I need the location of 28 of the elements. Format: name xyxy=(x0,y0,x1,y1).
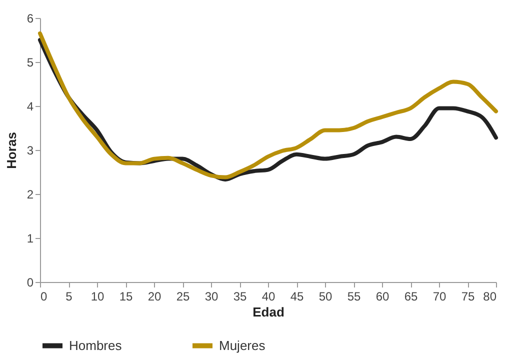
x-tick-label: 60 xyxy=(376,290,390,304)
y-tick-label: 6 xyxy=(26,12,34,26)
x-tick-label: 70 xyxy=(432,290,446,304)
x-tick-label: 15 xyxy=(119,290,133,304)
y-tick-label: 5 xyxy=(26,56,34,70)
x-tick-label: 25 xyxy=(176,290,190,304)
y-tick-label: 0 xyxy=(26,276,34,290)
y-tick-label: 1 xyxy=(26,232,34,246)
x-tick-label: 35 xyxy=(233,290,247,304)
x-tick-label: 55 xyxy=(347,290,361,304)
x-tick-label: 0 xyxy=(40,290,48,304)
y-axis-title: Horas xyxy=(4,132,19,169)
x-tick-label: 65 xyxy=(404,290,418,304)
y-tick-label: 2 xyxy=(26,188,34,202)
legend-label: Mujeres xyxy=(219,338,266,353)
x-tick-label: 10 xyxy=(90,290,104,304)
x-tick-label: 40 xyxy=(262,290,276,304)
legend-label: Hombres xyxy=(69,338,122,353)
x-tick-label: 30 xyxy=(204,290,218,304)
x-tick-label: 45 xyxy=(290,290,304,304)
x-tick-label: 5 xyxy=(66,290,73,304)
x-axis-title: Edad xyxy=(252,304,284,320)
y-tick-label: 3 xyxy=(26,144,34,158)
x-tick-label: 50 xyxy=(318,290,332,304)
x-tick-label: 20 xyxy=(148,290,162,304)
x-tick-label: 75 xyxy=(461,290,475,304)
x-tick-label: 80 xyxy=(483,290,497,304)
y-tick-label: 4 xyxy=(26,100,34,114)
